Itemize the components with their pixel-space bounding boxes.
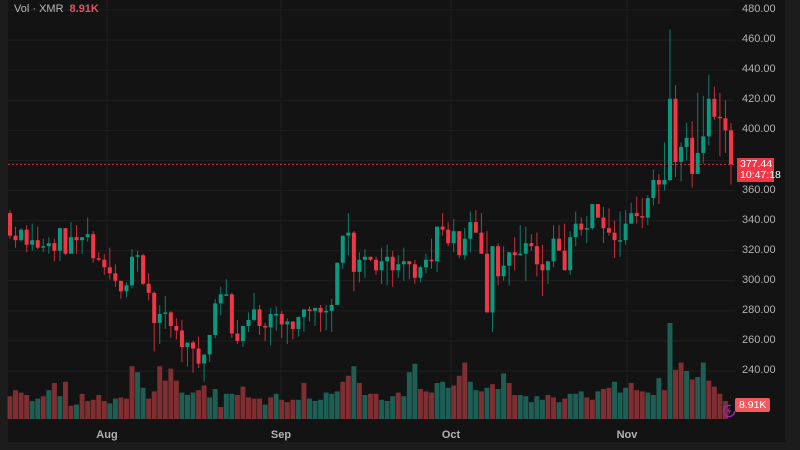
time-tick-label: Oct bbox=[441, 429, 461, 441]
price-candles bbox=[8, 29, 733, 382]
lightning-icon[interactable] bbox=[722, 404, 736, 418]
price-tick-label: 420.00 bbox=[742, 93, 776, 106]
time-tick-label: Sep bbox=[270, 429, 292, 441]
price-tick-label: 280.00 bbox=[742, 303, 776, 316]
price-tick-label: 300.00 bbox=[742, 273, 776, 286]
price-tick-label: 320.00 bbox=[742, 243, 776, 256]
left-edge-panel bbox=[0, 0, 8, 450]
legend-value: 8.91K bbox=[69, 3, 99, 15]
grid-lines bbox=[8, 0, 735, 420]
legend-label: Vol · XMR bbox=[14, 3, 64, 15]
bar-countdown: 10:47:18 bbox=[740, 169, 781, 181]
price-tick-label: 400.00 bbox=[742, 123, 776, 136]
price-tick-label: 440.00 bbox=[742, 63, 776, 76]
price-tick-label: 340.00 bbox=[742, 213, 776, 226]
price-tick-label: 480.00 bbox=[742, 3, 776, 15]
volume-bars bbox=[7, 323, 728, 419]
volume-value-tag: 8.91K bbox=[735, 398, 771, 412]
volume-legend[interactable]: Vol · XMR 8.91K bbox=[14, 3, 99, 15]
price-tick-label: 360.00 bbox=[742, 183, 776, 196]
price-tick-label: 260.00 bbox=[742, 333, 776, 346]
time-tick-label: Aug bbox=[96, 429, 118, 441]
bottom-edge-panel bbox=[0, 442, 800, 450]
last-price-tag: 377.44 10:47:18 bbox=[737, 158, 781, 182]
price-tick-label: 240.00 bbox=[742, 364, 776, 377]
time-tick-label: Nov bbox=[616, 429, 638, 441]
last-price-value: 377.44 bbox=[740, 158, 773, 170]
price-tick-label: 460.00 bbox=[742, 33, 776, 46]
right-edge-panel bbox=[785, 0, 800, 450]
